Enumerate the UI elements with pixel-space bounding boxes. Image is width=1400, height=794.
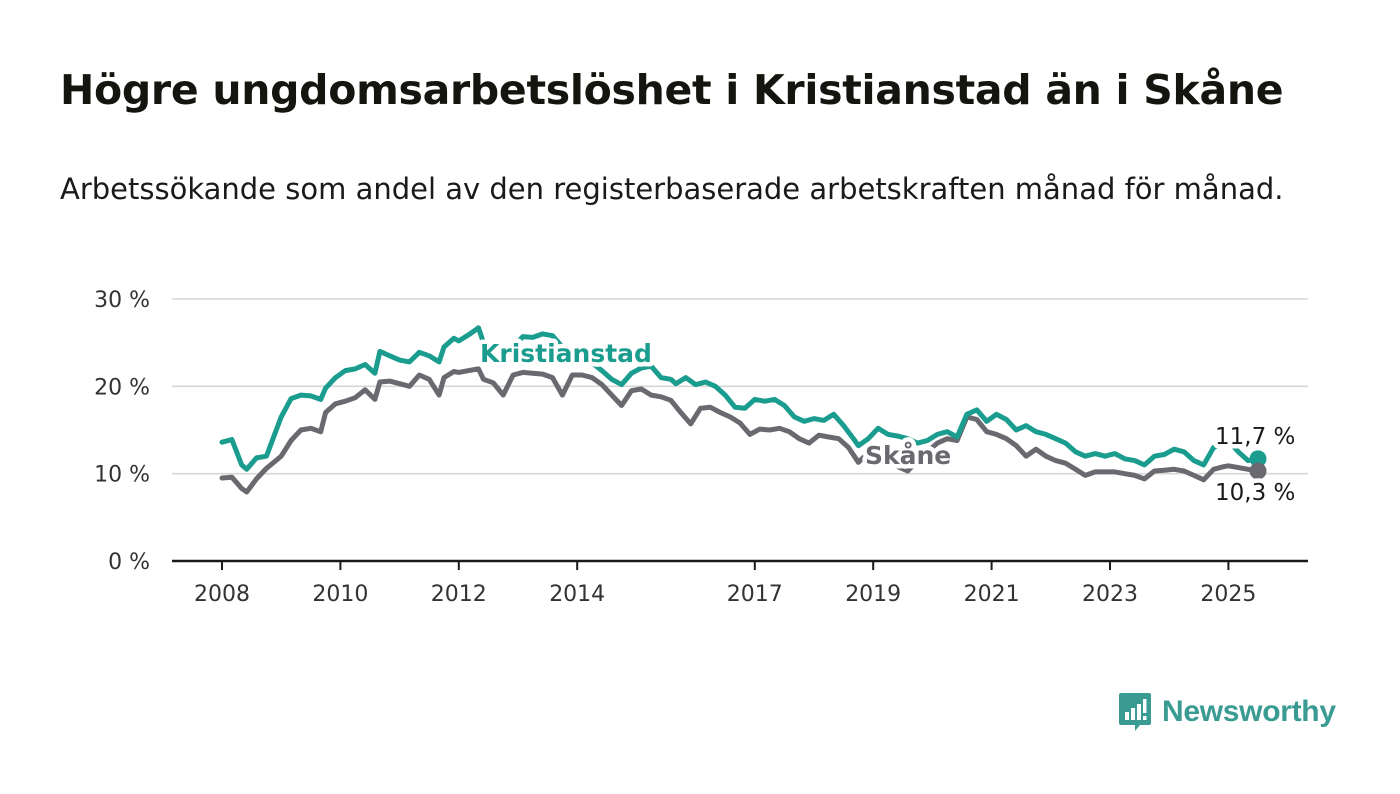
y-tick-label: 0 %: [108, 550, 150, 575]
series-label-skane-halo: Skåne: [865, 441, 951, 470]
end-value-skane-text: 10,3 %: [1215, 480, 1295, 506]
end-value-kristianstad-halo: 11,7 %: [1215, 424, 1295, 450]
x-tick-label: 2012: [431, 582, 487, 607]
chart-title: Högre ungdomsarbetslöshet i Kristianstad…: [60, 66, 1284, 114]
end-value-skane: 10,3 %10,3 %: [1211, 476, 1300, 511]
y-tick-label: 30 %: [94, 288, 150, 313]
end-value-kristianstad-text: 11,7 %: [1215, 424, 1295, 450]
x-tick-label: 2021: [964, 582, 1020, 607]
chart-subtitle: Arbetssökande som andel av den registerb…: [60, 172, 1284, 206]
y-tick-label: 10 %: [94, 463, 150, 488]
x-tick-label: 2019: [845, 582, 901, 607]
newsworthy-logo-icon: [1119, 693, 1151, 731]
x-tick-label: 2023: [1082, 582, 1138, 607]
series-label-skane-text: Skåne: [865, 441, 951, 470]
x-tick-label: 2014: [549, 582, 605, 607]
x-tick-label: 2010: [312, 582, 368, 607]
newsworthy-logo[interactable]: Newsworthy: [1118, 690, 1336, 734]
x-tick-label: 2008: [194, 582, 250, 607]
end-marker-skane: [1249, 462, 1267, 480]
x-tick-label: 2025: [1200, 582, 1256, 607]
series-line-skane: [219, 366, 1261, 495]
end-value-skane-halo: 10,3 %: [1215, 480, 1295, 506]
series-label-kristianstad-text: Kristianstad: [480, 339, 652, 368]
series-line-kristianstad: [219, 325, 1261, 472]
x-tick-label: 2017: [727, 582, 783, 607]
brand-name: Newsworthy: [1162, 695, 1336, 728]
y-tick-label: 20 %: [94, 375, 150, 400]
end-value-kristianstad: 11,7 %11,7 %: [1211, 420, 1300, 455]
series-label-kristianstad-halo: Kristianstad: [480, 339, 652, 368]
end-marker-kristianstad: [1249, 450, 1267, 468]
